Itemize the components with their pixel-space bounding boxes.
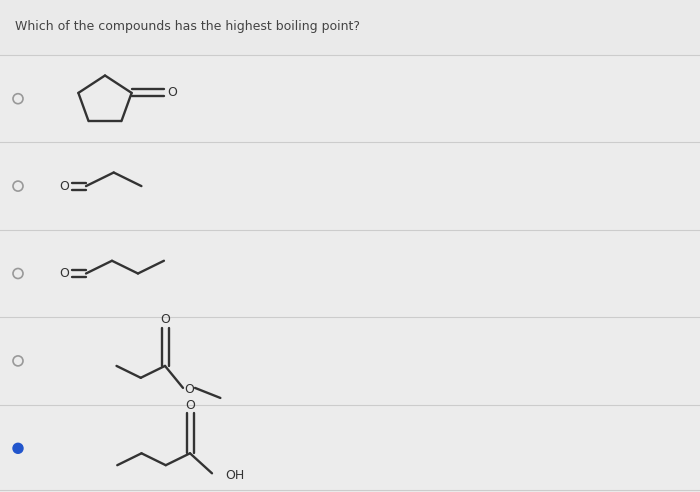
FancyBboxPatch shape [0,404,700,492]
Circle shape [13,443,23,453]
Text: OH: OH [225,469,244,482]
FancyBboxPatch shape [0,230,700,317]
FancyBboxPatch shape [0,55,700,142]
Text: O: O [185,399,195,412]
Text: Which of the compounds has the highest boiling point?: Which of the compounds has the highest b… [15,20,360,33]
Text: O: O [59,267,69,280]
Text: O: O [168,87,178,99]
Text: O: O [160,313,170,326]
Text: O: O [184,383,194,397]
FancyBboxPatch shape [0,142,700,230]
Text: O: O [59,180,69,192]
FancyBboxPatch shape [0,317,700,404]
